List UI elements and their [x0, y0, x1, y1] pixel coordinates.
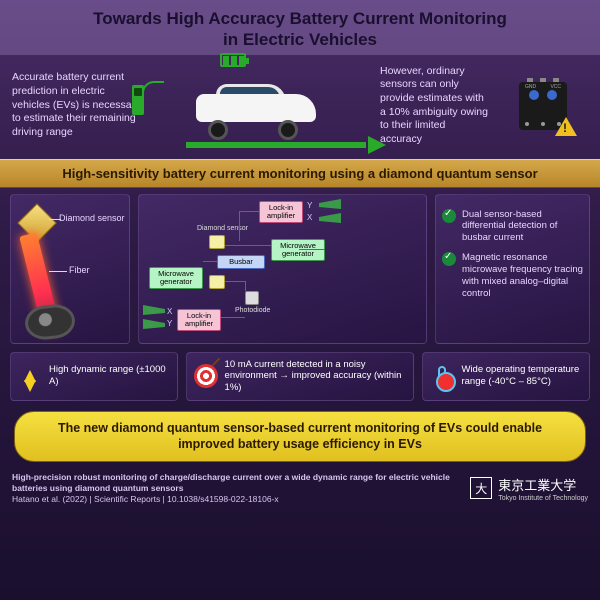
stat3-text: Wide operating temperature range (-40°C …: [461, 364, 583, 388]
photodiode-box: [245, 291, 259, 305]
adc-bottom-icon: [137, 305, 167, 333]
sensor-chip-illustration: GND VCC: [498, 82, 588, 130]
battery-icon: [220, 53, 246, 67]
title-line-2: in Electric Vehicles: [20, 29, 580, 50]
busbar-box: Busbar: [217, 255, 265, 269]
bullet-1-text: Dual sensor-based differential detection…: [462, 209, 583, 245]
stat-temperature: Wide operating temperature range (-40°C …: [422, 352, 590, 402]
stats-row: High dynamic range (±1000 A) 10 mA curre…: [0, 344, 600, 408]
diamond-sensor-label: Diamond sensor: [59, 213, 125, 223]
car-illustration: [150, 61, 372, 151]
logo-ja: 東京工業大学: [498, 478, 576, 493]
bullet-1: Dual sensor-based differential detection…: [442, 209, 583, 245]
fiber-panel: Diamond sensor Fiber: [10, 194, 130, 344]
bullets-panel: Dual sensor-based differential detection…: [435, 194, 590, 344]
bullet-2: Magnetic resonance microwave frequency t…: [442, 252, 583, 300]
stat-dynamic-range: High dynamic range (±1000 A): [10, 352, 178, 402]
stat2-text: 10 mA current detected in a noisy enviro…: [225, 359, 408, 395]
direction-arrow-icon: [186, 140, 386, 150]
chip-gnd-label: GND: [525, 84, 536, 90]
microwave-top-box: Microwave generator: [271, 239, 325, 262]
bolt-icon: [17, 363, 43, 389]
top-right-text: However, ordinary sensors can only provi…: [380, 65, 490, 147]
check-icon: [442, 252, 456, 266]
ev-car-icon: [186, 76, 336, 136]
footer: High-precision robust monitoring of char…: [0, 468, 600, 513]
warning-icon: [555, 117, 577, 136]
lockin-bottom-box: Lock-in amplifier: [177, 309, 221, 332]
charge-cord: [142, 81, 164, 93]
target-icon: [193, 363, 219, 389]
block-diagram-panel: Lock-in amplifier Y X Diamond sensor Bus…: [138, 194, 427, 344]
main-title: Towards High Accuracy Battery Current Mo…: [0, 0, 600, 55]
citation: High-precision robust monitoring of char…: [12, 472, 458, 505]
ribbon-heading: High-sensitivity battery current monitor…: [0, 159, 600, 188]
lockin-top-box: Lock-in amplifier: [259, 201, 303, 224]
lockin-x-top: X: [307, 213, 312, 222]
stat-accuracy: 10 mA current detected in a noisy enviro…: [186, 352, 415, 402]
check-icon: [442, 209, 456, 223]
bullet-2-text: Magnetic resonance microwave frequency t…: [462, 252, 583, 300]
conclusion-wrap: The new diamond quantum sensor-based cur…: [0, 407, 600, 468]
top-row: Accurate battery current prediction in e…: [0, 55, 600, 155]
top-left-text: Accurate battery current prediction in e…: [12, 71, 142, 139]
citation-ref: Hatano et al. (2022) | Scientific Report…: [12, 494, 458, 505]
logo-en: Tokyo Institute of Technology: [498, 495, 588, 502]
logo-mark-icon: 大: [470, 477, 492, 499]
fiber-label: Fiber: [69, 265, 90, 275]
thermometer-icon: [429, 363, 455, 389]
fiber-sheath-icon: [23, 302, 76, 341]
mid-row: Diamond sensor Fiber Lock-in amplifier Y…: [0, 194, 600, 344]
title-line-1: Towards High Accuracy Battery Current Mo…: [20, 8, 580, 29]
lockin-y-top: Y: [307, 201, 312, 210]
conclusion-pill: The new diamond quantum sensor-based cur…: [14, 411, 586, 462]
lockin-y-bottom: Y: [167, 319, 172, 328]
chip-vcc-label: VCC: [550, 84, 561, 90]
microwave-bottom-box: Microwave generator: [149, 267, 203, 290]
diamond-sensor-diag-label: Diamond sensor: [197, 225, 248, 232]
diamond-bottom-box: [209, 275, 225, 289]
diamond-top-box: [209, 235, 225, 249]
photodiode-label: Photodiode: [235, 307, 270, 314]
stat1-text: High dynamic range (±1000 A): [49, 364, 171, 388]
institution-logo: 大 東京工業大学 Tokyo Institute of Technology: [470, 475, 588, 502]
adc-top-icon: [319, 199, 349, 227]
lockin-x-bottom: X: [167, 307, 172, 316]
citation-title: High-precision robust monitoring of char…: [12, 472, 458, 494]
